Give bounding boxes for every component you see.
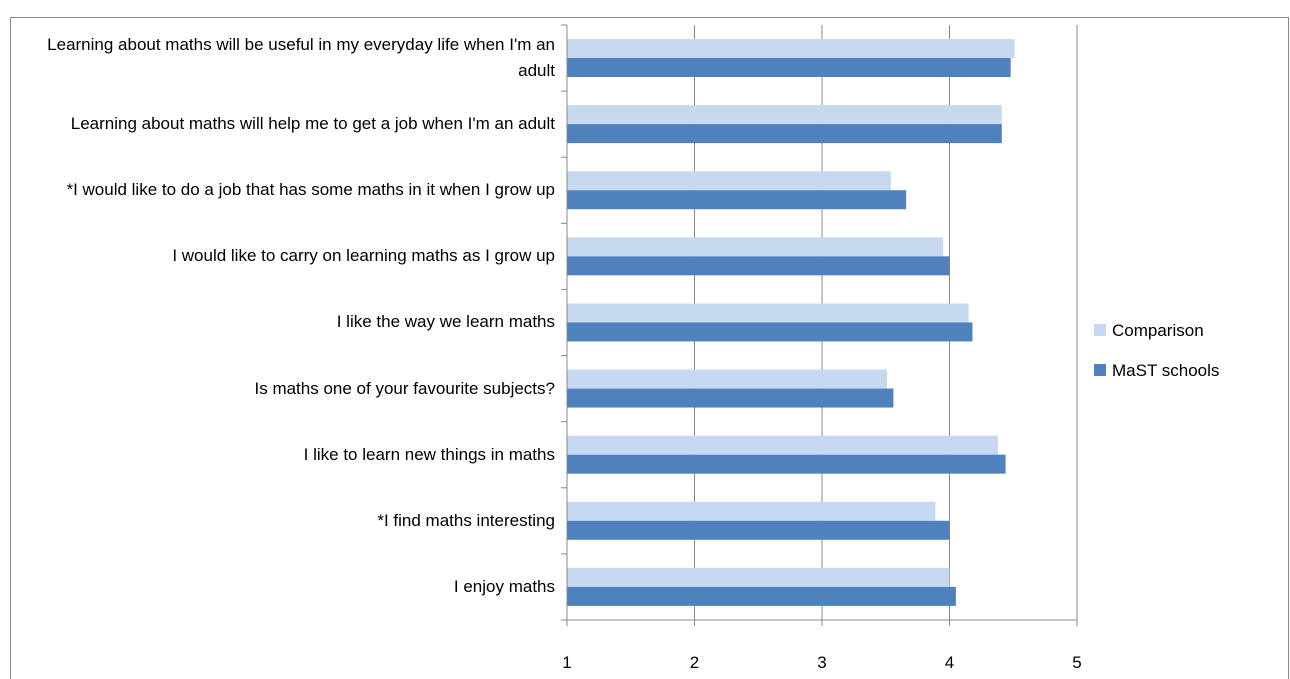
bar bbox=[567, 501, 936, 521]
category-label: Learning about maths will be useful in m… bbox=[47, 35, 555, 81]
legend-label: MaST schools bbox=[1112, 361, 1219, 380]
bar bbox=[567, 256, 950, 276]
category-label: I enjoy maths bbox=[453, 576, 555, 596]
bar bbox=[567, 171, 891, 191]
bar bbox=[567, 190, 907, 210]
legend-swatch bbox=[1094, 324, 1106, 336]
x-tick-label: 1 bbox=[562, 653, 571, 672]
category-label: Learning about maths will help me to get… bbox=[70, 114, 555, 134]
bar bbox=[567, 435, 998, 455]
category-label: *I find maths interesting bbox=[377, 510, 555, 530]
bar bbox=[567, 105, 1002, 125]
bar bbox=[567, 369, 888, 389]
bar bbox=[567, 567, 950, 587]
bar bbox=[567, 520, 950, 540]
category-label: I like the way we learn maths bbox=[336, 312, 555, 332]
bar bbox=[567, 322, 973, 342]
bar bbox=[567, 124, 1002, 144]
x-tick-label: 5 bbox=[1072, 653, 1081, 672]
frame bbox=[10, 17, 1289, 679]
bar bbox=[567, 303, 969, 323]
bar bbox=[567, 388, 894, 408]
bar bbox=[567, 454, 1006, 474]
category-label: I would like to carry on learning maths … bbox=[172, 246, 555, 266]
bar bbox=[567, 237, 944, 257]
category-label: I like to learn new things in maths bbox=[303, 444, 555, 464]
category-label: *I would like to do a job that has some … bbox=[66, 180, 555, 200]
x-tick-label: 3 bbox=[817, 653, 826, 672]
bar bbox=[567, 39, 1015, 58]
x-tick-label: 4 bbox=[945, 653, 954, 672]
category-label: Is maths one of your favourite subjects? bbox=[254, 378, 556, 398]
x-tick-label: 2 bbox=[690, 653, 699, 672]
legend-label: Comparison bbox=[1112, 321, 1204, 340]
bar bbox=[567, 586, 956, 606]
bar bbox=[567, 58, 1011, 77]
legend-swatch bbox=[1094, 364, 1106, 376]
